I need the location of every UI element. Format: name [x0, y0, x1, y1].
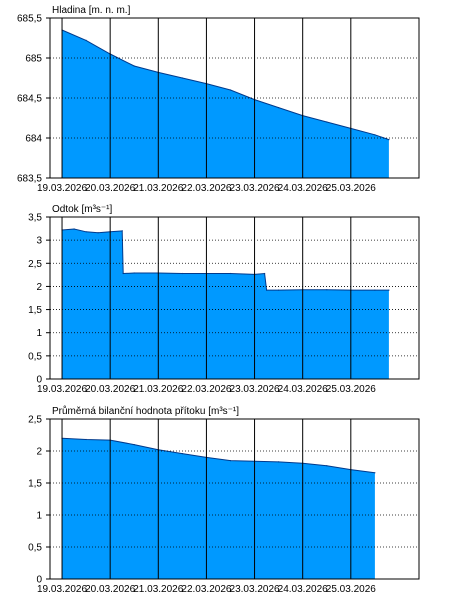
y-tick-label: 1,5	[28, 305, 42, 316]
data-point	[326, 121, 328, 123]
x-tick-label: 25.03.2026	[326, 584, 376, 595]
data-point	[122, 272, 124, 275]
data-point	[97, 232, 99, 234]
x-tick-label: 20.03.2026	[85, 584, 135, 595]
x-tick-label: 22.03.2026	[181, 584, 231, 595]
x-tick-label: 20.03.2026	[85, 384, 135, 395]
data-point	[388, 139, 390, 141]
data-point	[85, 39, 87, 42]
data-point	[278, 107, 280, 109]
plot-frame	[49, 418, 420, 580]
x-tick-label: 24.03.2026	[278, 584, 328, 595]
y-tick-label: 685,5	[17, 14, 42, 25]
y-tick-label: 0	[36, 375, 42, 386]
y-tick-label: 2	[36, 282, 42, 293]
x-tick-label: 19.03.2026	[37, 183, 87, 194]
chart-title: Odtok [m³s⁻¹]	[52, 204, 113, 215]
x-tick-label: 21.03.2026	[133, 384, 183, 395]
series-area	[62, 229, 389, 379]
y-tick-label: 2	[36, 447, 42, 458]
y-tick-label: 1	[36, 328, 42, 339]
x-tick-label: 22.03.2026	[181, 384, 231, 395]
x-tick-label: 25.03.2026	[326, 384, 376, 395]
x-tick-label: 21.03.2026	[133, 183, 183, 194]
y-tick-label: 3,5	[28, 213, 42, 224]
data-point	[374, 472, 376, 474]
y-tick-label: 1,5	[28, 479, 42, 490]
data-point	[388, 289, 390, 291]
x-tick-label: 21.03.2026	[133, 584, 183, 595]
data-point	[85, 231, 87, 233]
data-point	[266, 289, 268, 291]
data-point	[229, 89, 232, 91]
x-tick-label: 24.03.2026	[278, 183, 328, 194]
x-tick-label: 19.03.2026	[37, 584, 87, 595]
chart-panel-3: Průměrná bilanční hodnota přítoku [m³s⁻¹…	[28, 405, 420, 595]
x-tick-label: 24.03.2026	[278, 384, 328, 395]
y-tick-label: 684,5	[17, 94, 42, 105]
series-area	[62, 30, 389, 178]
y-tick-label: 685	[25, 54, 42, 65]
data-point	[229, 272, 232, 275]
x-tick-label: 19.03.2026	[37, 384, 87, 395]
data-point	[229, 460, 232, 462]
y-tick-label: 683,5	[17, 174, 42, 185]
chart-title: Průměrná bilanční hodnota přítoku [m³s⁻¹…	[52, 405, 239, 417]
data-point	[181, 77, 183, 79]
x-tick-label: 20.03.2026	[85, 183, 135, 194]
data-point	[374, 289, 376, 291]
y-tick-label: 0,5	[28, 351, 42, 362]
data-point	[133, 272, 135, 274]
y-tick-label: 2,5	[28, 415, 42, 426]
data-point	[326, 465, 328, 467]
y-tick-label: 3	[36, 236, 42, 247]
x-tick-label: 23.03.2026	[230, 384, 280, 395]
data-point	[121, 230, 123, 232]
plot-frame	[49, 216, 420, 380]
data-point	[264, 272, 266, 275]
series-line	[61, 437, 375, 474]
x-tick-label: 22.03.2026	[181, 183, 231, 194]
chart-title: Hladina [m. n. m.]	[52, 5, 131, 16]
data-point	[85, 438, 87, 441]
y-tick-label: 2,5	[28, 259, 42, 270]
data-point	[133, 444, 135, 446]
chart-panel-1: Hladina [m. n. m.] 683,5 684 684,5 685 685,5 1…	[17, 5, 420, 194]
chart-panel-2: Odtok [m³s⁻¹]00,511,522,533,519.03.20262…	[28, 204, 420, 395]
data-point	[374, 134, 376, 136]
y-tick-label: 684	[25, 134, 42, 145]
data-point	[326, 289, 328, 291]
data-point	[278, 461, 280, 463]
data-point	[278, 289, 280, 291]
data-point	[181, 272, 183, 275]
y-tick-label: 1	[36, 511, 42, 522]
data-point	[73, 228, 75, 230]
series-area	[62, 438, 375, 579]
y-tick-label: 0	[36, 575, 42, 586]
data-point	[133, 65, 135, 67]
data-point	[181, 453, 183, 455]
x-tick-label: 23.03.2026	[230, 183, 280, 194]
y-tick-label: 0,5	[28, 543, 42, 554]
x-tick-label: 25.03.2026	[326, 183, 376, 194]
x-tick-label: 23.03.2026	[230, 584, 280, 595]
